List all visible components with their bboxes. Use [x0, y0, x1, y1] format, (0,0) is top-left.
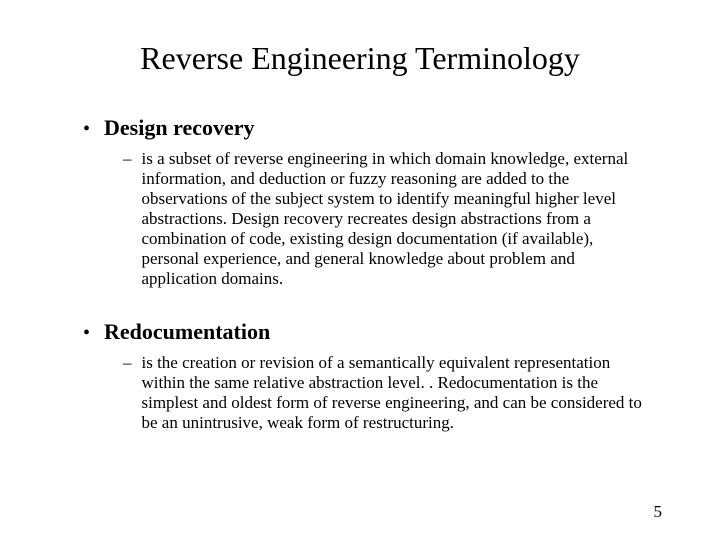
bullet-icon: • [83, 119, 90, 139]
sub-bullet: – is a subset of reverse engineering in … [123, 149, 645, 289]
top-bullet: • Redocumentation [83, 319, 665, 345]
dash-icon: – [123, 149, 132, 169]
page-number: 5 [654, 502, 663, 522]
section-design-recovery: • Design recovery – is a subset of rever… [55, 115, 665, 289]
section-heading: Redocumentation [104, 319, 270, 345]
top-bullet: • Design recovery [83, 115, 665, 141]
section-body: is the creation or revision of a semanti… [142, 353, 646, 433]
dash-icon: – [123, 353, 132, 373]
sub-bullet: – is the creation or revision of a seman… [123, 353, 645, 433]
section-redocumentation: • Redocumentation – is the creation or r… [55, 319, 665, 433]
bullet-icon: • [83, 323, 90, 343]
section-heading: Design recovery [104, 115, 255, 141]
slide-title: Reverse Engineering Terminology [55, 40, 665, 77]
section-body: is a subset of reverse engineering in wh… [142, 149, 646, 289]
